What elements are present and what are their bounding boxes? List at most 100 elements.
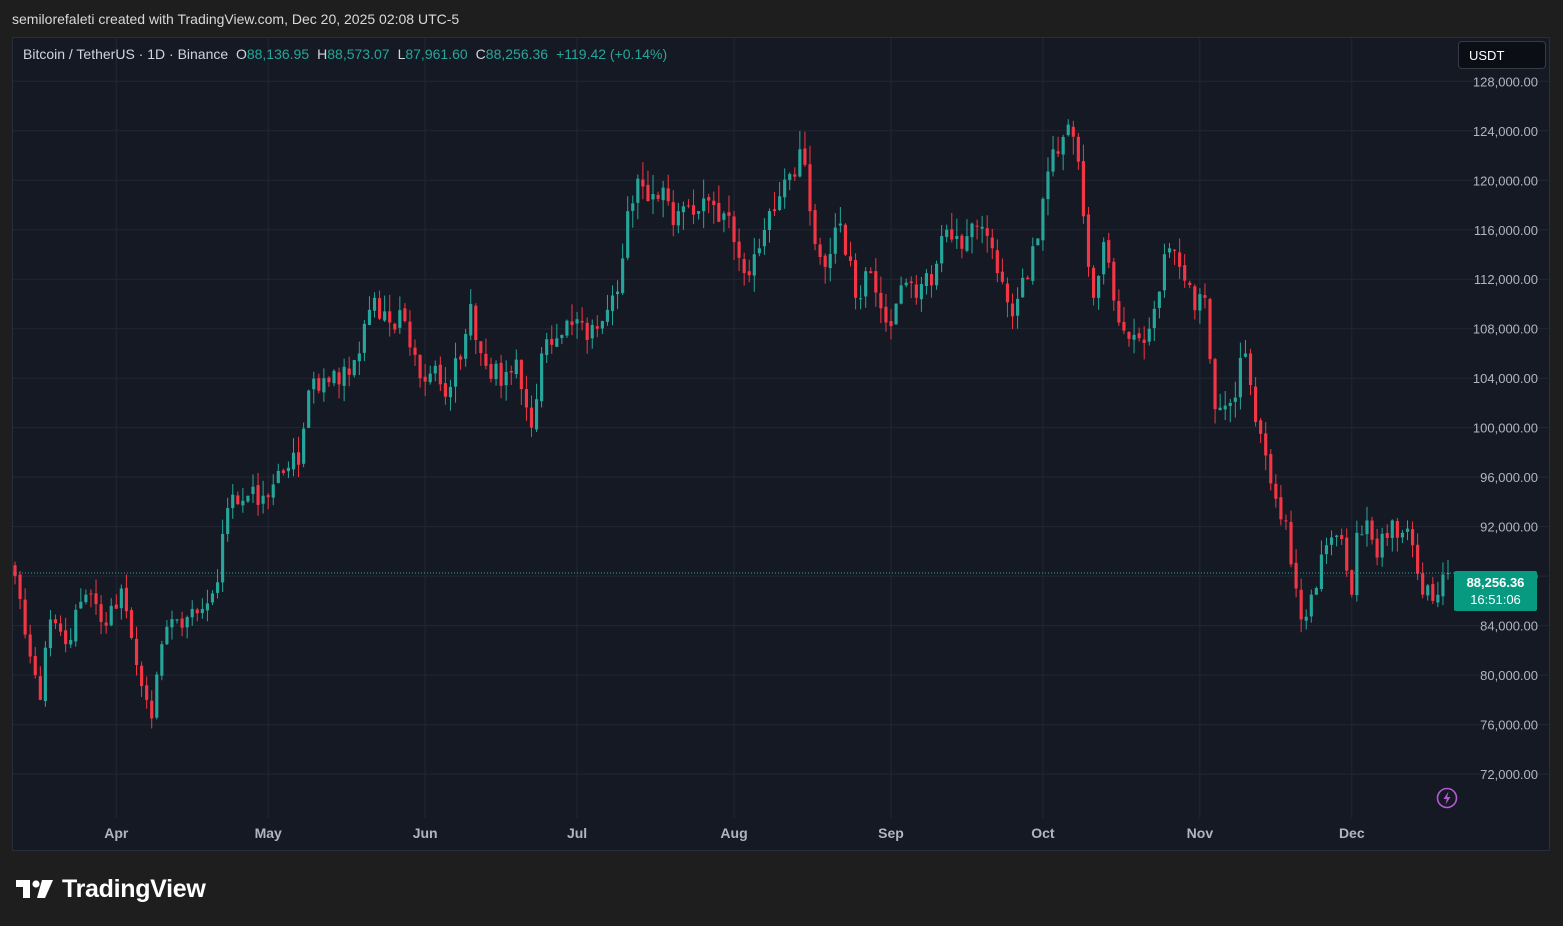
candle-body bbox=[1091, 267, 1096, 298]
candle-body bbox=[1122, 321, 1126, 331]
candle-body bbox=[631, 203, 635, 211]
candle-body bbox=[955, 235, 959, 240]
candle-body bbox=[778, 196, 782, 210]
candle-body bbox=[1000, 271, 1004, 282]
candle-body bbox=[1421, 573, 1425, 595]
candle-body bbox=[833, 227, 837, 254]
time-tick-label: Jun bbox=[413, 825, 438, 841]
candle-body bbox=[783, 179, 787, 198]
candle-body bbox=[767, 211, 772, 231]
candle-body bbox=[1259, 420, 1263, 434]
candle-body bbox=[697, 211, 701, 214]
candle-body bbox=[104, 622, 108, 626]
candle-body bbox=[737, 241, 741, 258]
candle-body bbox=[1238, 357, 1242, 398]
candle-body bbox=[1233, 397, 1237, 402]
candle-body bbox=[732, 216, 736, 243]
candle-body bbox=[383, 311, 387, 321]
candle-body bbox=[413, 347, 417, 355]
candle-body bbox=[312, 378, 316, 390]
time-tick-label: Jul bbox=[567, 825, 587, 841]
candle-body bbox=[565, 320, 569, 336]
candle-body bbox=[519, 359, 523, 390]
candle-body bbox=[909, 281, 913, 283]
candle-body bbox=[524, 389, 528, 408]
candle-body bbox=[1147, 328, 1151, 342]
open-value: 88,136.95 bbox=[246, 46, 310, 62]
time-tick-label: Nov bbox=[1187, 825, 1214, 841]
price-axis[interactable]: 72,000.0076,000.0080,000.0084,000.0088,0… bbox=[1473, 74, 1538, 782]
candle-body bbox=[1264, 433, 1268, 456]
candle-body bbox=[1010, 303, 1015, 317]
candle-body bbox=[1056, 151, 1060, 154]
tradingview-logo-icon bbox=[16, 880, 53, 898]
candle-body bbox=[661, 187, 665, 201]
candle-body bbox=[1319, 554, 1323, 589]
candle-body bbox=[251, 486, 255, 495]
symbol-title[interactable]: Bitcoin / TetherUS · 1D · Binance bbox=[23, 46, 229, 62]
bar-countdown: 16:51:06 bbox=[1470, 592, 1521, 607]
candle-body bbox=[1172, 249, 1177, 251]
candle-body bbox=[534, 399, 539, 430]
candle-body bbox=[1031, 246, 1035, 281]
last-price-tag: 88,256.36 16:51:06 bbox=[1454, 571, 1537, 611]
tradingview-logo[interactable]: TradingView bbox=[16, 874, 206, 904]
candle-body bbox=[1243, 353, 1248, 357]
candle-body bbox=[980, 226, 984, 229]
candle-body bbox=[18, 574, 22, 599]
low-label: L bbox=[397, 46, 406, 62]
candle-body bbox=[302, 428, 306, 464]
price-tick-label: 100,000.00 bbox=[1473, 421, 1538, 436]
lightning-icon[interactable] bbox=[1436, 787, 1458, 809]
candle-body bbox=[1005, 283, 1010, 303]
candle-body bbox=[246, 495, 250, 502]
candle-body bbox=[1152, 308, 1156, 329]
candle-body bbox=[1193, 286, 1197, 311]
price-tick-label: 116,000.00 bbox=[1474, 223, 1538, 238]
candle-body bbox=[1309, 594, 1313, 617]
candle-body bbox=[762, 230, 766, 247]
candle-body bbox=[1016, 298, 1020, 316]
price-tick-label: 76,000.00 bbox=[1480, 718, 1538, 733]
candle-body bbox=[403, 308, 407, 322]
candle-body bbox=[322, 378, 326, 393]
candle-body bbox=[691, 205, 696, 215]
candle-body bbox=[1274, 483, 1278, 499]
price-tick-label: 128,000.00 bbox=[1473, 74, 1538, 89]
candle-body bbox=[474, 305, 478, 340]
candle-body bbox=[671, 202, 675, 226]
candle-body bbox=[1046, 171, 1050, 200]
candle-body bbox=[58, 623, 63, 632]
candle-body bbox=[221, 533, 225, 583]
candle-body bbox=[362, 323, 366, 353]
candle-body bbox=[1269, 454, 1273, 484]
currency-selector-button[interactable]: USDT bbox=[1458, 41, 1546, 69]
candle-body bbox=[195, 609, 199, 614]
candle-body bbox=[23, 599, 27, 635]
time-axis[interactable]: Apr May Jun Jul Aug Sep Oct Nov Dec bbox=[104, 825, 1365, 841]
candle-body bbox=[1208, 299, 1212, 360]
candle-body bbox=[367, 309, 372, 325]
candle-body bbox=[94, 593, 98, 605]
candle-body bbox=[215, 582, 220, 593]
candle-body bbox=[53, 619, 58, 624]
candle-body bbox=[555, 338, 559, 347]
candle-body bbox=[1112, 261, 1116, 301]
candle-body bbox=[89, 593, 93, 595]
candle-body bbox=[1254, 386, 1258, 422]
candle-body bbox=[1294, 562, 1298, 589]
low-value: 87,961.60 bbox=[405, 46, 468, 62]
candle-body bbox=[1036, 238, 1040, 246]
candle-body bbox=[438, 364, 442, 385]
candle-body bbox=[79, 601, 83, 609]
candle-body bbox=[1142, 339, 1146, 343]
candle-body bbox=[605, 309, 610, 322]
candle-body bbox=[970, 223, 974, 238]
candle-body bbox=[1081, 161, 1085, 217]
candle-body bbox=[590, 324, 594, 339]
candle-body bbox=[423, 376, 427, 382]
candle-body bbox=[74, 609, 78, 642]
candle-body bbox=[84, 594, 88, 603]
candle-body bbox=[889, 320, 893, 327]
